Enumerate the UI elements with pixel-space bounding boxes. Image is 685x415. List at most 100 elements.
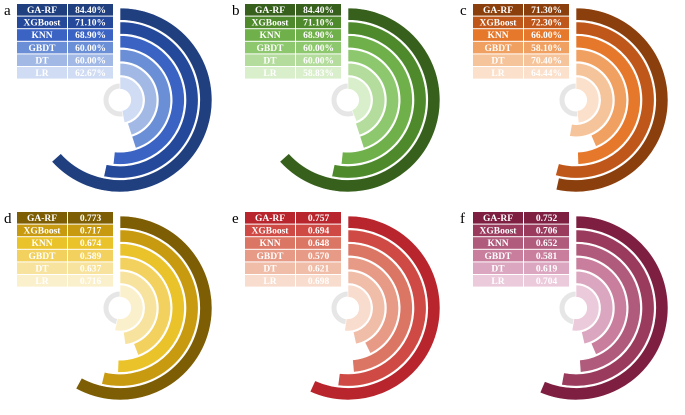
legend-value-cell <box>68 67 113 79</box>
legend-name-cell <box>245 275 295 287</box>
legend-model-name: LR <box>263 277 276 287</box>
arc-lr <box>575 76 600 124</box>
legend-model-value: 0.698 <box>308 277 330 287</box>
legend-value-cell <box>296 4 341 16</box>
panel-d: GA-RF 0.773 XGBoost 0.717 KNN 0.674 GBDT 0.589 D… <box>4 211 213 401</box>
legend-name-cell <box>473 237 523 249</box>
arc-gbdt <box>575 257 627 355</box>
legend-model-name: KNN <box>259 31 280 41</box>
legend-model-name: DT <box>491 264 505 274</box>
legend-value-cell <box>524 16 569 29</box>
arc-xgboost <box>555 21 655 179</box>
legend-model-value: 0.706 <box>536 227 558 237</box>
arc-lr <box>114 284 144 332</box>
legend-model-value: 66.00% <box>531 31 562 41</box>
panel-letter: b <box>232 3 240 19</box>
legend-model-name: GA-RF <box>483 214 513 224</box>
arc-lr <box>571 284 600 332</box>
legend-model-value: 0.637 <box>80 264 102 274</box>
legend-model-value: 62.67% <box>75 69 106 79</box>
legend-model-value: 60.00% <box>303 56 334 66</box>
arc-gbdt <box>119 257 171 356</box>
arc-dt <box>569 62 614 138</box>
legend-name-cell <box>245 67 295 79</box>
legend-model-name: GBDT <box>257 44 285 54</box>
legend-model-value: 84.40% <box>303 6 334 16</box>
legend-value-cell <box>68 262 113 274</box>
legend-value-cell <box>524 262 569 274</box>
legend-name-cell <box>17 249 67 262</box>
legend-name-cell <box>473 67 523 79</box>
legend-model-name: KNN <box>31 31 52 41</box>
legend-model-value: 0.581 <box>536 252 558 262</box>
legend-model-name: LR <box>35 277 48 287</box>
legend-name-cell <box>17 212 67 224</box>
legend-model-name: GBDT <box>29 44 57 54</box>
legend-model-value: 0.621 <box>308 264 330 274</box>
legend-name-cell <box>473 54 523 66</box>
legend-model-name: GA-RF <box>483 6 513 16</box>
legend-model-name: GBDT <box>485 252 513 262</box>
panel-b: GA-RF 84.40% XGBoost 71.10% KNN 68.90% GBDT 60.… <box>232 3 441 193</box>
legend-name-cell <box>17 224 67 237</box>
arc-ga-rf <box>309 215 441 401</box>
legend-model-name: XGBoost <box>252 19 290 29</box>
legend-value-cell <box>296 41 341 54</box>
legend-model-name: GA-RF <box>255 214 285 224</box>
legend-model-value: 71.30% <box>531 6 562 16</box>
legend-name-cell <box>473 249 523 262</box>
legend-model-value: 0.589 <box>80 252 102 262</box>
legend-model-name: LR <box>491 69 504 79</box>
arc-lr <box>344 284 372 332</box>
panel-a: GA-RF 84.40% XGBoost 71.10% KNN 68.90% GBDT 60.… <box>4 3 213 193</box>
legend-name-cell <box>17 29 67 41</box>
legend-name-cell <box>245 237 295 249</box>
legend-model-value: 0.570 <box>308 252 330 262</box>
legend-value-cell <box>68 29 113 41</box>
legend-name-cell <box>17 54 67 66</box>
arc-knn <box>112 35 185 165</box>
legend-name-cell <box>245 212 295 224</box>
legend-value-cell <box>68 249 113 262</box>
legend-model-value: 0.619 <box>536 264 558 274</box>
legend-model-name: DT <box>491 56 505 66</box>
legend-name-cell <box>245 41 295 54</box>
legend-value-cell <box>296 67 341 79</box>
legend-model-name: GBDT <box>485 44 513 54</box>
legend-model-value: 60.00% <box>75 56 106 66</box>
legend-model-value: 0.717 <box>80 227 102 237</box>
legend-model-name: GBDT <box>29 252 57 262</box>
panel-e: GA-RF 0.757 XGBoost 0.694 KNN 0.648 GBDT 0.570 D… <box>232 211 441 401</box>
panel-letter: a <box>4 3 11 19</box>
legend-model-value: 84.40% <box>75 6 106 16</box>
panel-f: GA-RF 0.752 XGBoost 0.706 KNN 0.652 GBDT 0.581 D… <box>460 211 669 401</box>
legend-name-cell <box>17 67 67 79</box>
legend-name-cell <box>473 29 523 41</box>
legend-name-cell <box>473 275 523 287</box>
legend-value-cell <box>68 212 113 224</box>
legend-name-cell <box>245 224 295 237</box>
panel-letter: e <box>232 211 239 227</box>
legend-model-value: 0.716 <box>80 277 102 287</box>
legend-value-cell <box>524 29 569 41</box>
legend-value-cell <box>296 237 341 249</box>
legend-model-name: XGBoost <box>480 19 518 29</box>
legend-model-name: XGBoost <box>24 227 62 237</box>
legend-value-cell <box>524 212 569 224</box>
arc-gbdt <box>347 49 399 149</box>
legend-name-cell <box>473 212 523 224</box>
legend-model-name: GA-RF <box>27 6 57 16</box>
legend-model-name: XGBoost <box>480 227 518 237</box>
arc-xgboost <box>331 21 427 179</box>
legend-model-value: 0.757 <box>308 214 330 224</box>
arc-knn <box>347 243 413 373</box>
legend-model-name: KNN <box>259 239 280 249</box>
legend-name-cell <box>245 249 295 262</box>
arc-xgboost <box>103 21 199 179</box>
arc-gbdt <box>119 49 171 149</box>
legend-value-cell <box>524 275 569 287</box>
legend-value-cell <box>68 16 113 29</box>
legend-value-cell <box>296 54 341 66</box>
legend-model-name: XGBoost <box>24 19 62 29</box>
legend-name-cell <box>245 4 295 16</box>
